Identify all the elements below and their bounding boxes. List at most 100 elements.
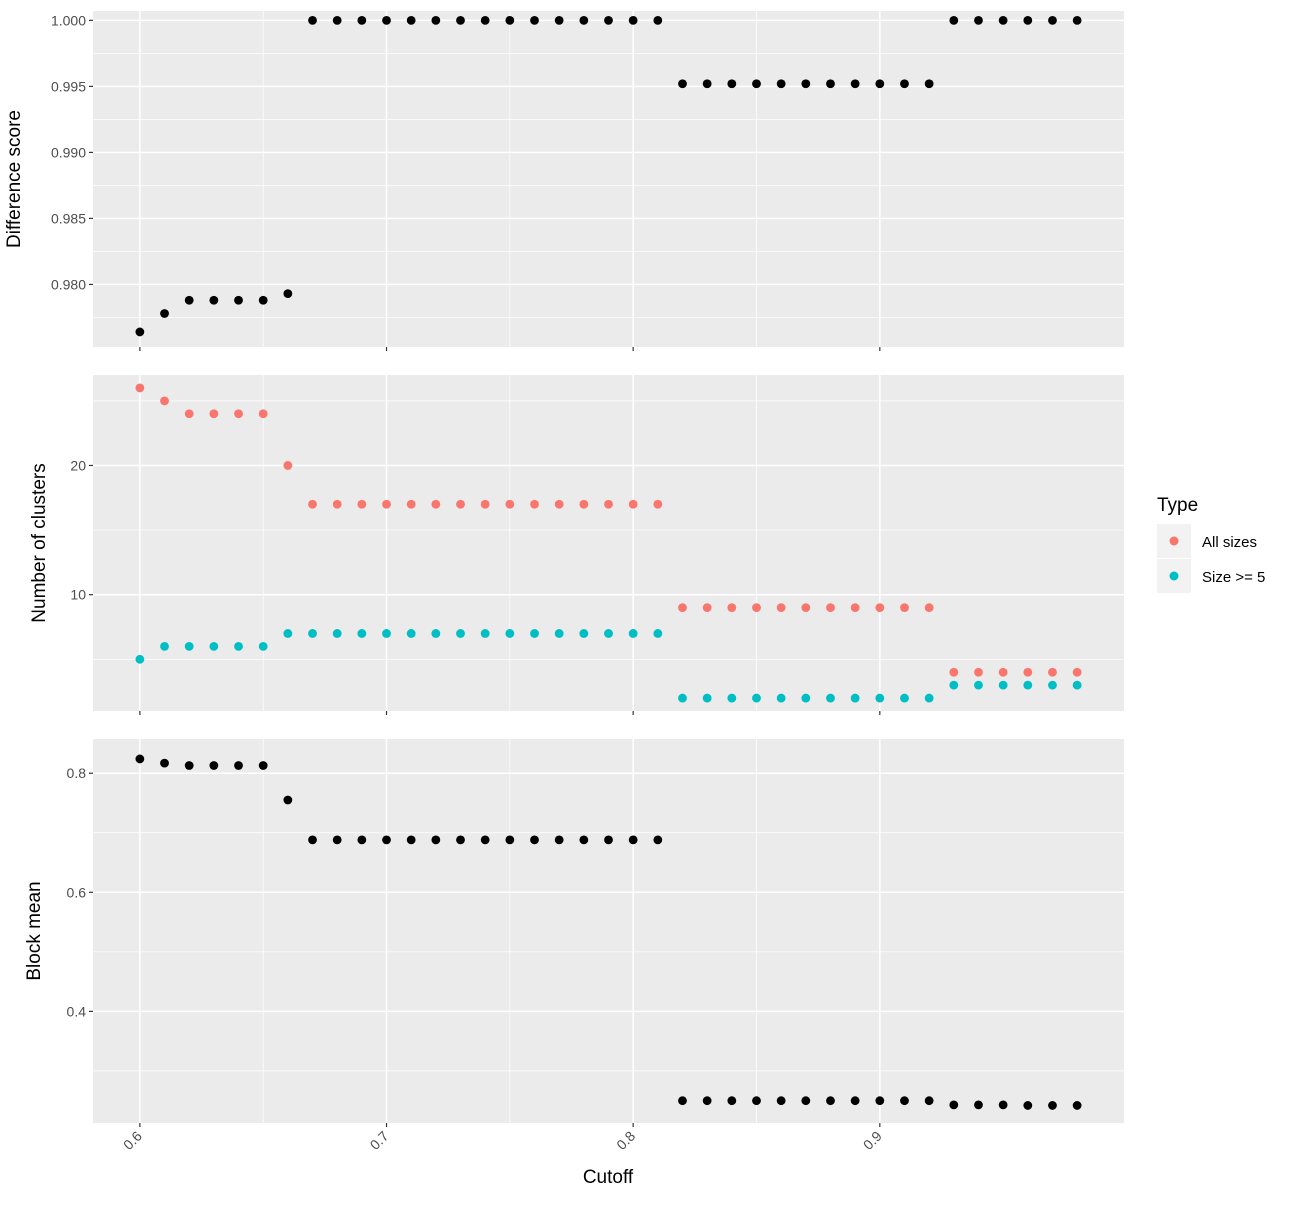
data-point	[924, 79, 934, 89]
data-point	[283, 289, 293, 299]
data-point	[678, 79, 687, 89]
data-point	[258, 761, 268, 770]
data-point	[530, 15, 539, 25]
data-point	[776, 603, 786, 613]
data-point	[776, 1096, 786, 1106]
data-point	[209, 641, 219, 651]
data-point	[357, 629, 367, 638]
data-point	[702, 603, 712, 613]
data-point	[332, 835, 342, 845]
data-point	[431, 15, 441, 25]
data-point	[727, 693, 737, 703]
data-point	[826, 603, 835, 613]
data-point	[184, 295, 194, 305]
data-point	[456, 15, 465, 25]
data-point	[604, 629, 613, 638]
data-point	[604, 835, 613, 845]
data-point	[184, 761, 194, 770]
data-point	[382, 499, 391, 509]
y-tick-label: 0.8	[67, 765, 87, 781]
data-point	[283, 795, 293, 805]
data-point	[702, 693, 712, 703]
data-point	[752, 1096, 761, 1106]
data-point	[135, 754, 145, 764]
data-point	[826, 1096, 835, 1106]
data-point	[184, 409, 194, 419]
y-tick-label: 0.4	[67, 1003, 87, 1019]
data-point	[974, 667, 983, 677]
data-point	[456, 629, 465, 638]
data-point	[752, 79, 761, 89]
y-tick-label: 0.990	[51, 144, 86, 160]
data-point	[431, 835, 441, 845]
data-point	[949, 667, 959, 677]
data-point	[1072, 667, 1082, 677]
data-point	[702, 1096, 712, 1106]
data-point	[234, 295, 243, 305]
series-values	[135, 15, 1082, 337]
data-point	[998, 1100, 1008, 1110]
data-point	[678, 1096, 687, 1106]
data-point	[406, 835, 416, 845]
data-point	[850, 1096, 860, 1106]
data-point	[875, 1096, 885, 1106]
data-point	[604, 15, 613, 25]
data-point	[135, 383, 145, 393]
data-point	[382, 835, 391, 845]
data-point	[850, 693, 860, 703]
data-point	[308, 499, 317, 509]
legend-title: Type	[1157, 495, 1198, 516]
data-point	[900, 603, 909, 613]
data-point	[1072, 1101, 1082, 1110]
data-point	[974, 15, 983, 25]
data-point	[579, 15, 589, 25]
panel-3: 0.4 0.6 0.8 Block mean	[24, 739, 1124, 1127]
data-point	[900, 79, 909, 89]
data-point	[480, 499, 490, 509]
data-point	[974, 1100, 983, 1110]
data-point	[431, 499, 441, 509]
y-tick-label: 0.985	[51, 210, 86, 226]
data-point	[653, 499, 663, 509]
data-point	[135, 327, 145, 337]
data-point	[234, 641, 243, 651]
data-point	[357, 15, 367, 25]
data-point	[727, 603, 737, 613]
data-point	[628, 629, 638, 638]
y-axis-title: Number of clusters	[29, 463, 50, 622]
panel-background	[93, 375, 1124, 711]
data-point	[949, 15, 959, 25]
data-point	[924, 1096, 934, 1106]
data-point	[332, 629, 342, 638]
y-tick-label: 1.000	[51, 12, 86, 28]
data-point	[678, 603, 687, 613]
data-point	[308, 15, 317, 25]
x-axis-title: Cutoff	[583, 1167, 634, 1188]
y-tick-label: 10	[70, 587, 86, 603]
data-point	[850, 603, 860, 613]
data-point	[234, 409, 243, 419]
data-point	[1048, 667, 1057, 677]
data-point	[554, 499, 564, 509]
series-values	[135, 754, 1082, 1110]
data-point	[1072, 15, 1082, 25]
legend-dot-size-5	[1169, 571, 1179, 581]
data-point	[406, 629, 416, 638]
data-point	[456, 835, 465, 845]
data-point	[530, 629, 539, 638]
data-point	[974, 680, 983, 690]
data-point	[258, 409, 268, 419]
data-point	[505, 835, 515, 845]
data-point	[1048, 680, 1057, 690]
data-point	[801, 693, 811, 703]
x-tick-label: 0.8	[613, 1128, 638, 1153]
data-point	[998, 15, 1008, 25]
data-point	[702, 79, 712, 89]
legend: Type All sizes Size >= 5	[1157, 495, 1265, 593]
data-point	[135, 654, 145, 664]
data-point	[332, 499, 342, 509]
data-point	[653, 15, 663, 25]
data-point	[283, 461, 293, 470]
data-point	[554, 629, 564, 638]
panel-2: 10 20 Number of clusters	[29, 375, 1124, 715]
